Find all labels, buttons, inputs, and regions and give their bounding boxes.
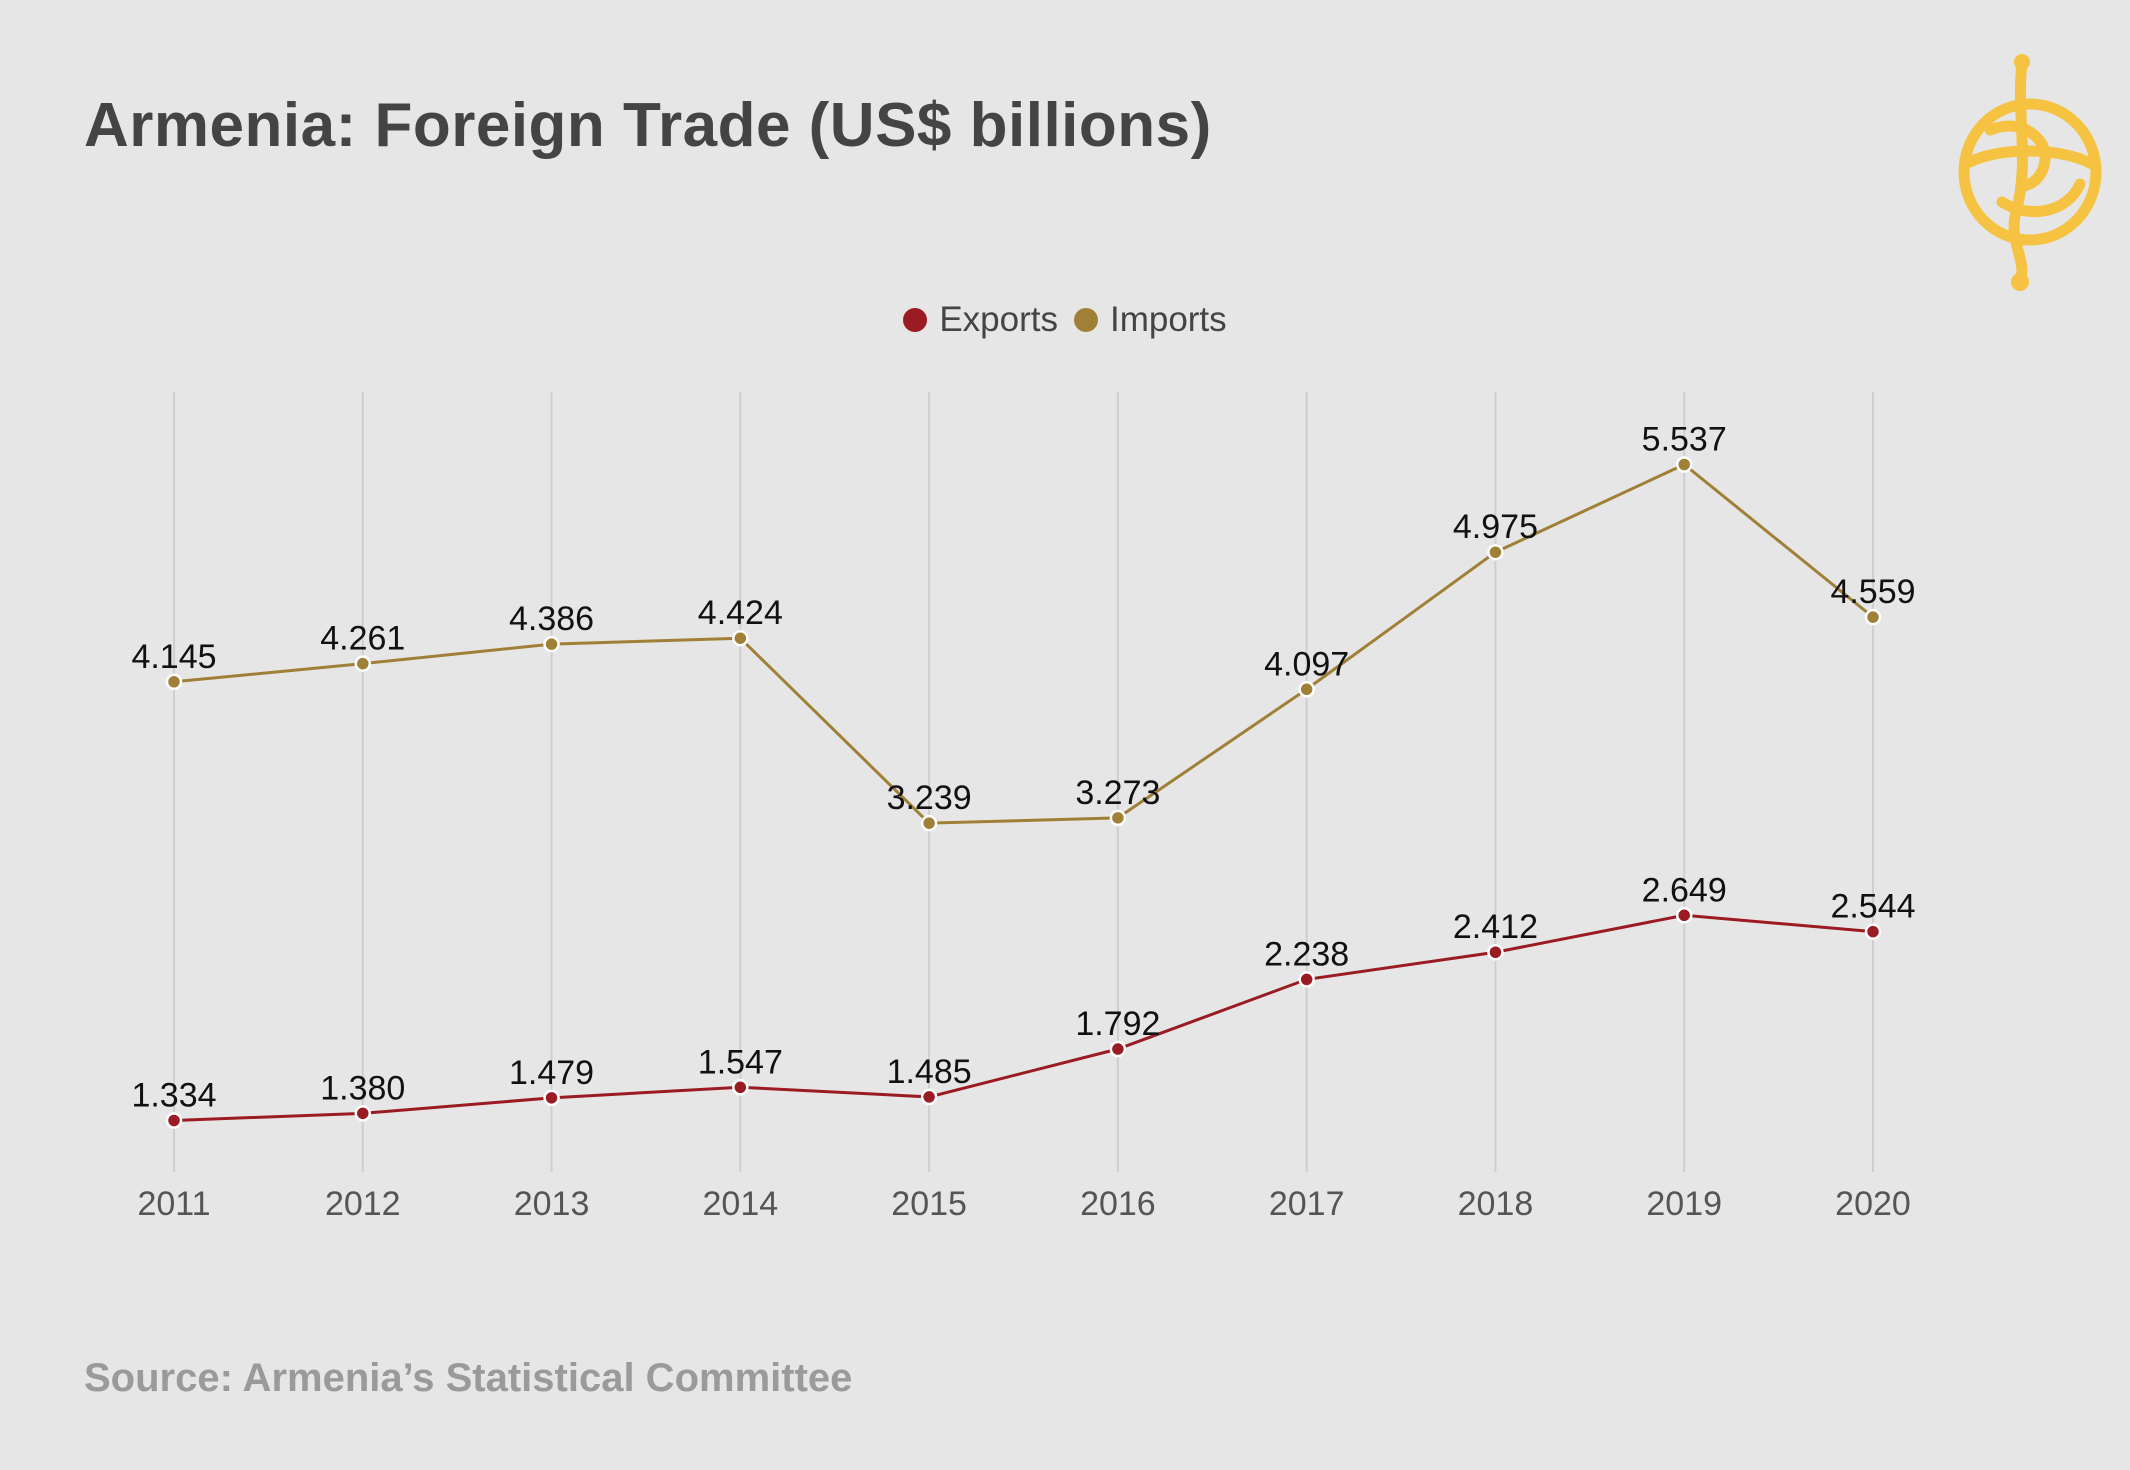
point-exports-2016 <box>1109 1040 1127 1058</box>
point-exports-2011 <box>165 1112 183 1129</box>
data-label-exports-2014: 1.547 <box>698 1043 783 1081</box>
data-label-imports-2015: 3.239 <box>887 779 972 817</box>
legend-swatch-imports <box>1073 308 1098 332</box>
x-tick-label-2015: 2015 <box>891 1185 967 1223</box>
data-label-exports-2017: 2.238 <box>1264 935 1349 973</box>
point-imports-2018 <box>1487 543 1504 561</box>
legend-swatch-exports <box>903 308 928 332</box>
x-tick-label-2016: 2016 <box>1080 1185 1156 1223</box>
legend-item-imports[interactable]: Imports <box>1073 300 1227 340</box>
point-exports-2012 <box>354 1105 372 1122</box>
x-tick-label-2017: 2017 <box>1269 1185 1345 1223</box>
point-exports-2019 <box>1675 907 1693 924</box>
series-line-exports <box>173 913 1874 1122</box>
data-label-imports-2012: 4.261 <box>320 620 405 658</box>
point-exports-2020 <box>1864 923 1882 940</box>
chart-legend: Exports Imports <box>0 300 2130 340</box>
data-label-imports-2014: 4.424 <box>698 594 783 632</box>
point-exports-2018 <box>1487 943 1504 961</box>
point-exports-2015 <box>920 1088 938 1106</box>
legend-label-imports: Imports <box>1109 300 1227 339</box>
x-tick-label-2020: 2020 <box>1835 1185 1911 1223</box>
point-exports-2017 <box>1298 971 1315 988</box>
x-tick-label-2012: 2012 <box>325 1185 401 1223</box>
chart-points <box>165 456 1882 1129</box>
x-tick-label-2019: 2019 <box>1646 1185 1722 1223</box>
legend-item-exports[interactable]: Exports <box>903 300 1058 340</box>
point-imports-2020 <box>1864 608 1882 626</box>
data-label-exports-2012: 1.380 <box>320 1069 405 1107</box>
point-exports-2014 <box>732 1079 749 1096</box>
x-tick-label-2013: 2013 <box>514 1185 590 1223</box>
data-label-imports-2020: 4.559 <box>1830 573 1915 611</box>
data-label-imports-2019: 5.537 <box>1642 421 1727 459</box>
data-label-exports-2020: 2.544 <box>1830 888 1915 926</box>
armenian-mirror-logo-icon <box>1958 54 2102 291</box>
chart-x-axis: 2011 2012 2013 2014 2015 2016 2017 2018 2019 2020 <box>137 1185 1910 1223</box>
point-imports-2013 <box>543 635 560 653</box>
legend-label-exports: Exports <box>939 300 1058 339</box>
point-imports-2019 <box>1675 456 1693 473</box>
x-tick-label-2011: 2011 <box>137 1185 210 1223</box>
data-label-imports-2013: 4.386 <box>509 600 594 638</box>
point-exports-2013 <box>543 1089 560 1107</box>
source-note: Source: Armenia’s Statistical Committee <box>84 1356 853 1400</box>
point-imports-2012 <box>354 655 372 672</box>
chart-data-labels: 1.334 1.380 1.479 1.547 1.485 1.792 2.238 2.412… <box>131 421 1915 1115</box>
point-imports-2016 <box>1109 809 1127 827</box>
data-label-exports-2013: 1.479 <box>509 1054 594 1092</box>
point-imports-2011 <box>165 673 183 691</box>
x-tick-label-2014: 2014 <box>703 1185 779 1223</box>
data-label-imports-2011: 4.145 <box>131 638 216 676</box>
chart-title: Armenia: Foreign Trade (US$ billions) <box>84 91 1212 160</box>
data-label-exports-2015: 1.485 <box>887 1053 972 1091</box>
x-tick-label-2018: 2018 <box>1458 1185 1534 1223</box>
chart-grid <box>173 392 1874 1172</box>
data-label-exports-2011: 1.334 <box>131 1077 216 1115</box>
data-label-imports-2016: 3.273 <box>1075 774 1160 812</box>
data-label-exports-2018: 2.412 <box>1453 908 1538 946</box>
series-line-imports <box>173 462 1874 825</box>
chart-series <box>173 462 1874 1122</box>
data-label-imports-2018: 4.975 <box>1453 508 1538 546</box>
point-imports-2014 <box>732 629 749 647</box>
point-imports-2017 <box>1298 681 1315 698</box>
data-label-imports-2017: 4.097 <box>1264 645 1349 683</box>
data-label-exports-2016: 1.792 <box>1075 1005 1160 1043</box>
point-imports-2015 <box>920 814 938 832</box>
data-label-exports-2019: 2.649 <box>1642 871 1727 909</box>
